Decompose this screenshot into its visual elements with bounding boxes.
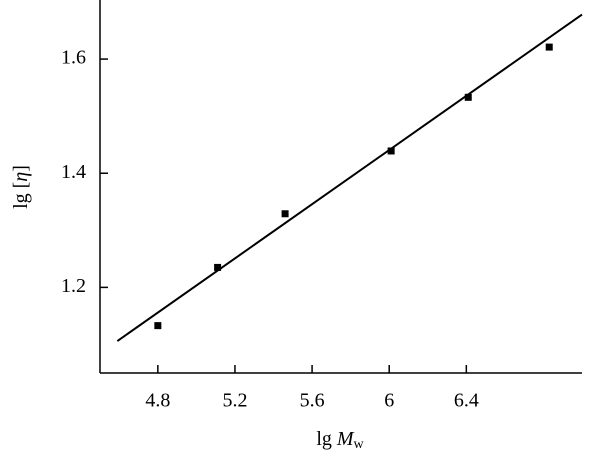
x-tick-label: 5.6 — [300, 390, 325, 412]
data-point — [545, 43, 553, 51]
y-tick-label: 1.2 — [61, 275, 86, 297]
y-axis-label-part: lg [ — [10, 182, 32, 209]
x-tick-label: 5.2 — [222, 390, 247, 412]
x-tick-label: 6 — [384, 390, 394, 412]
y-tick-label: 1.4 — [61, 161, 86, 183]
y-tick-label: 1.6 — [61, 47, 86, 69]
data-point — [464, 93, 472, 101]
x-axis-label: lg Mw — [316, 428, 364, 453]
fit-line — [116, 13, 583, 342]
y-axis-label: lg [η] — [10, 165, 32, 209]
x-axis-label-part: M — [336, 428, 355, 450]
x-axis-label-part: w — [354, 437, 365, 452]
x-tick-label: 6.4 — [454, 390, 479, 412]
data-point — [387, 147, 395, 155]
y-axis-label-part: ] — [10, 165, 32, 172]
data-point — [154, 322, 162, 330]
y-axis-label-part: η — [10, 172, 32, 182]
data-point — [281, 210, 289, 218]
x-tick-label: 4.8 — [145, 390, 170, 412]
x-axis-label-part: lg — [316, 428, 337, 450]
data-point — [214, 263, 222, 271]
